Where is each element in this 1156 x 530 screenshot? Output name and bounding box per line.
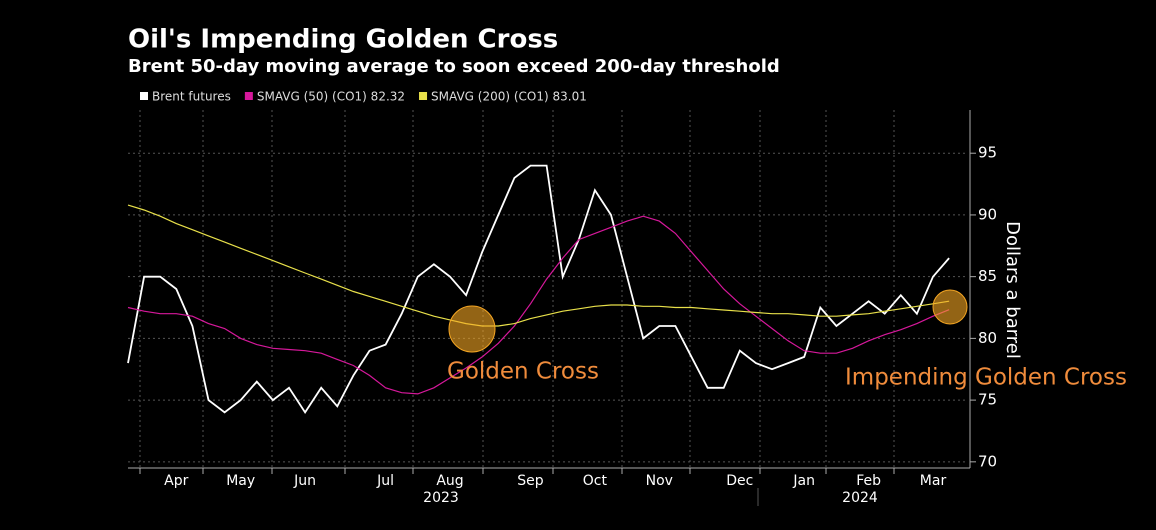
x-tick-label: Apr — [164, 473, 188, 489]
y-tick-label: 90 — [978, 205, 997, 223]
golden-cross-marker — [448, 305, 496, 353]
impending-marker — [932, 289, 968, 325]
chart-title: Oil's Impending Golden Cross — [128, 25, 558, 55]
series-line — [127, 204, 950, 327]
chart-subtitle: Brent 50-day moving average to soon exce… — [128, 56, 780, 77]
x-tick-label: Aug — [436, 473, 463, 489]
x-tick-label: Sep — [517, 473, 544, 489]
annotation: Golden Cross — [447, 359, 599, 385]
x-tick-label: Jun — [293, 473, 316, 489]
y-tick-label: 85 — [978, 267, 997, 285]
year-label: 2024 — [842, 490, 878, 506]
x-tick-label: Mar — [920, 473, 947, 489]
series-line — [127, 215, 950, 395]
x-tick-label: Jul — [376, 473, 394, 489]
series-line — [127, 164, 950, 415]
x-tick-label: Feb — [856, 473, 881, 489]
legend-swatch — [244, 92, 253, 100]
legend-label: SMAVG (50) (CO1) 82.32 — [257, 90, 405, 104]
legend-swatch — [419, 92, 428, 100]
y-tick-label: 95 — [978, 144, 997, 162]
y-tick-label: 70 — [978, 452, 997, 470]
legend-label: SMAVG (200) (CO1) 83.01 — [431, 90, 587, 104]
x-tick-label: Oct — [583, 473, 608, 489]
plot — [127, 164, 950, 415]
annotation: Impending Golden Cross — [845, 365, 1127, 391]
x-tick-label: Jan — [792, 473, 815, 489]
x-tick-label: Nov — [646, 473, 673, 489]
y-axis-label: Dollars a barrel — [1002, 221, 1023, 359]
month-grid — [128, 110, 965, 474]
x-tick-label: May — [226, 473, 255, 489]
y-tick-label: 75 — [978, 391, 997, 409]
legend-label: Brent futures — [152, 90, 231, 104]
legend-swatch — [140, 92, 148, 100]
x-tick-label: Dec — [726, 473, 753, 489]
year-label: 2023 — [423, 490, 459, 506]
y-tick-label: 80 — [978, 329, 997, 347]
